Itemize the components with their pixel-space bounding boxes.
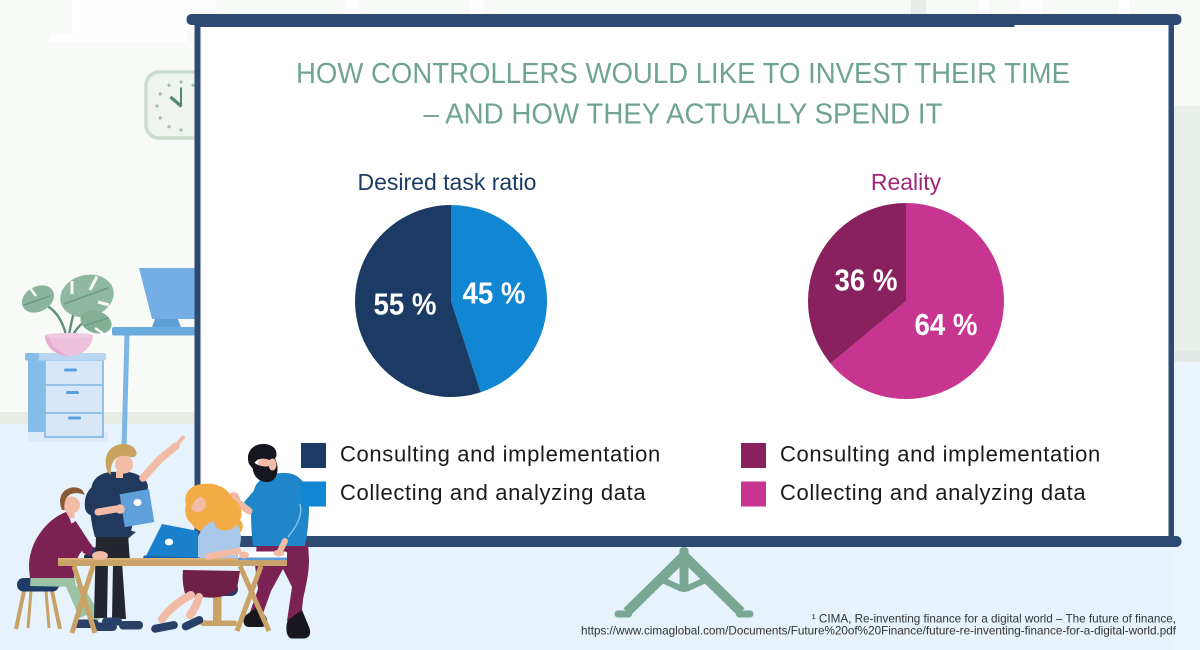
svg-text:55 %: 55 %: [374, 287, 437, 322]
svg-text:45 %: 45 %: [463, 276, 526, 311]
svg-text:HOW CONTROLLERS WOULD LIKE TO: HOW CONTROLLERS WOULD LIKE TO INVEST THE…: [296, 58, 1070, 90]
svg-text:Consulting and implementation: Consulting and implementation: [340, 442, 661, 467]
svg-text:¹ CIMA, Re-inventing finance f: ¹ CIMA, Re-inventing finance for a digit…: [812, 613, 1176, 626]
svg-text:Reality: Reality: [871, 169, 942, 195]
svg-text:64 %: 64 %: [915, 307, 978, 342]
svg-text:36 %: 36 %: [835, 263, 898, 298]
svg-text:https://www.cimaglobal.com/Doc: https://www.cimaglobal.com/Documents/Fut…: [581, 625, 1177, 638]
svg-text:Desired task ratio: Desired task ratio: [358, 169, 537, 195]
svg-text:Collecting and analyzing data: Collecting and analyzing data: [340, 480, 646, 505]
svg-text:Collecting and analyzing data: Collecting and analyzing data: [780, 480, 1086, 505]
svg-text:– AND HOW THEY ACTUALLY SPEND: – AND HOW THEY ACTUALLY SPEND IT: [424, 99, 943, 131]
svg-text:Consulting and implementation: Consulting and implementation: [780, 442, 1101, 467]
